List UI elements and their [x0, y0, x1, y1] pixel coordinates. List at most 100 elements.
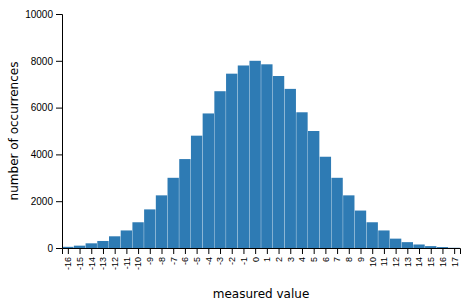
bar — [448, 247, 459, 248]
x-tick-label: 16 — [438, 257, 448, 267]
bar — [179, 159, 190, 248]
x-tick: -7 — [169, 248, 179, 265]
x-tick-mark — [314, 248, 315, 254]
x-tick-mark — [103, 248, 104, 254]
x-tick: 16 — [438, 248, 448, 267]
x-tick: 1 — [262, 248, 272, 262]
x-tick-mark — [150, 248, 151, 254]
x-tick-mark — [442, 248, 443, 254]
x-tick-mark — [91, 248, 92, 254]
x-tick: 5 — [309, 248, 319, 262]
bar — [296, 112, 307, 248]
x-tick: -10 — [133, 248, 143, 270]
x-tick: -3 — [215, 248, 225, 265]
x-tick-label: -14 — [87, 257, 97, 270]
bar — [121, 230, 132, 248]
x-tick-label: -6 — [180, 257, 190, 265]
x-tick: -9 — [145, 248, 155, 265]
x-tick-mark — [255, 248, 256, 254]
x-tick-label: 12 — [391, 257, 401, 267]
x-tick-label: 7 — [332, 257, 342, 262]
x-tick: -15 — [75, 248, 85, 270]
y-tick-mark — [56, 61, 62, 62]
bar — [437, 247, 448, 248]
y-tick: 4000 — [31, 149, 62, 160]
x-tick-label: 6 — [321, 257, 331, 262]
bar — [367, 222, 378, 248]
bar — [109, 236, 120, 248]
bar — [203, 113, 214, 248]
x-tick-mark — [80, 248, 81, 254]
x-tick: -1 — [239, 248, 249, 265]
x-tick-label: 2 — [274, 257, 284, 262]
x-tick-mark — [325, 248, 326, 254]
x-tick-label: 17 — [450, 257, 460, 267]
bar — [355, 211, 366, 248]
x-tick-label: 9 — [356, 257, 366, 262]
x-tick-mark — [267, 248, 268, 254]
x-tick: 0 — [251, 248, 261, 262]
x-tick: 3 — [286, 248, 296, 262]
x-tick-mark — [454, 248, 455, 254]
bar — [144, 209, 155, 248]
y-axis-title: number of occurrences — [7, 62, 21, 201]
bar — [402, 242, 413, 248]
x-tick-mark — [126, 248, 127, 254]
y-tick-label: 6000 — [31, 102, 54, 113]
x-tick: -12 — [110, 248, 120, 270]
x-tick-label: 5 — [309, 257, 319, 262]
bar — [425, 246, 436, 248]
x-tick-mark — [290, 248, 291, 254]
x-tick-label: -10 — [133, 257, 143, 270]
y-tick-label: 10000 — [25, 9, 53, 20]
y-tick-mark — [56, 154, 62, 155]
x-tick-label: 0 — [251, 257, 261, 262]
x-tick: 14 — [414, 248, 424, 267]
x-tick-label: 15 — [426, 257, 436, 267]
x-tick-label: -5 — [192, 257, 202, 265]
x-tick: -14 — [87, 248, 97, 270]
y-tick-mark — [56, 201, 62, 202]
y-tick-label: 2000 — [31, 196, 54, 207]
x-axis-title: measured value — [213, 287, 310, 301]
bar — [308, 131, 319, 248]
x-tick: -6 — [180, 248, 190, 265]
x-tick-mark — [279, 248, 280, 254]
bar — [191, 136, 202, 248]
x-tick-label: -8 — [157, 257, 167, 265]
y-tick-mark — [56, 248, 62, 249]
x-tick: 12 — [391, 248, 401, 267]
x-tick-mark — [243, 248, 244, 254]
y-tick-mark — [56, 108, 62, 109]
bar — [62, 247, 73, 248]
x-tick: -13 — [98, 248, 108, 270]
x-tick-mark — [407, 248, 408, 254]
x-tick-mark — [384, 248, 385, 254]
bar — [273, 76, 284, 248]
x-tick: 8 — [344, 248, 354, 262]
x-tick: 10 — [368, 248, 378, 267]
x-tick-label: -15 — [75, 257, 85, 270]
x-tick-mark — [197, 248, 198, 254]
bar — [238, 65, 249, 248]
x-tick-label: -9 — [145, 257, 155, 265]
plot: -16-15-14-13-12-11-10-9-8-7-6-5-4-3-2-10… — [25, 9, 460, 270]
x-tick-mark — [185, 248, 186, 254]
bar — [249, 61, 260, 248]
x-tick: -5 — [192, 248, 202, 265]
x-tick-mark — [68, 248, 69, 254]
x-tick: -16 — [63, 248, 73, 270]
x-tick-label: -2 — [227, 257, 237, 265]
bar — [156, 195, 167, 248]
x-tick: 2 — [274, 248, 284, 262]
bar — [168, 178, 179, 248]
x-tick: 15 — [426, 248, 436, 267]
x-tick-label: 13 — [403, 257, 413, 267]
x-tick-label: 4 — [297, 257, 307, 262]
x-tick-label: 11 — [379, 257, 389, 266]
x-tick-mark — [208, 248, 209, 254]
x-tick-label: 1 — [262, 257, 272, 262]
y-tick: 8000 — [31, 56, 62, 67]
x-tick: 17 — [450, 248, 460, 267]
y-tick-label: 0 — [47, 243, 53, 254]
